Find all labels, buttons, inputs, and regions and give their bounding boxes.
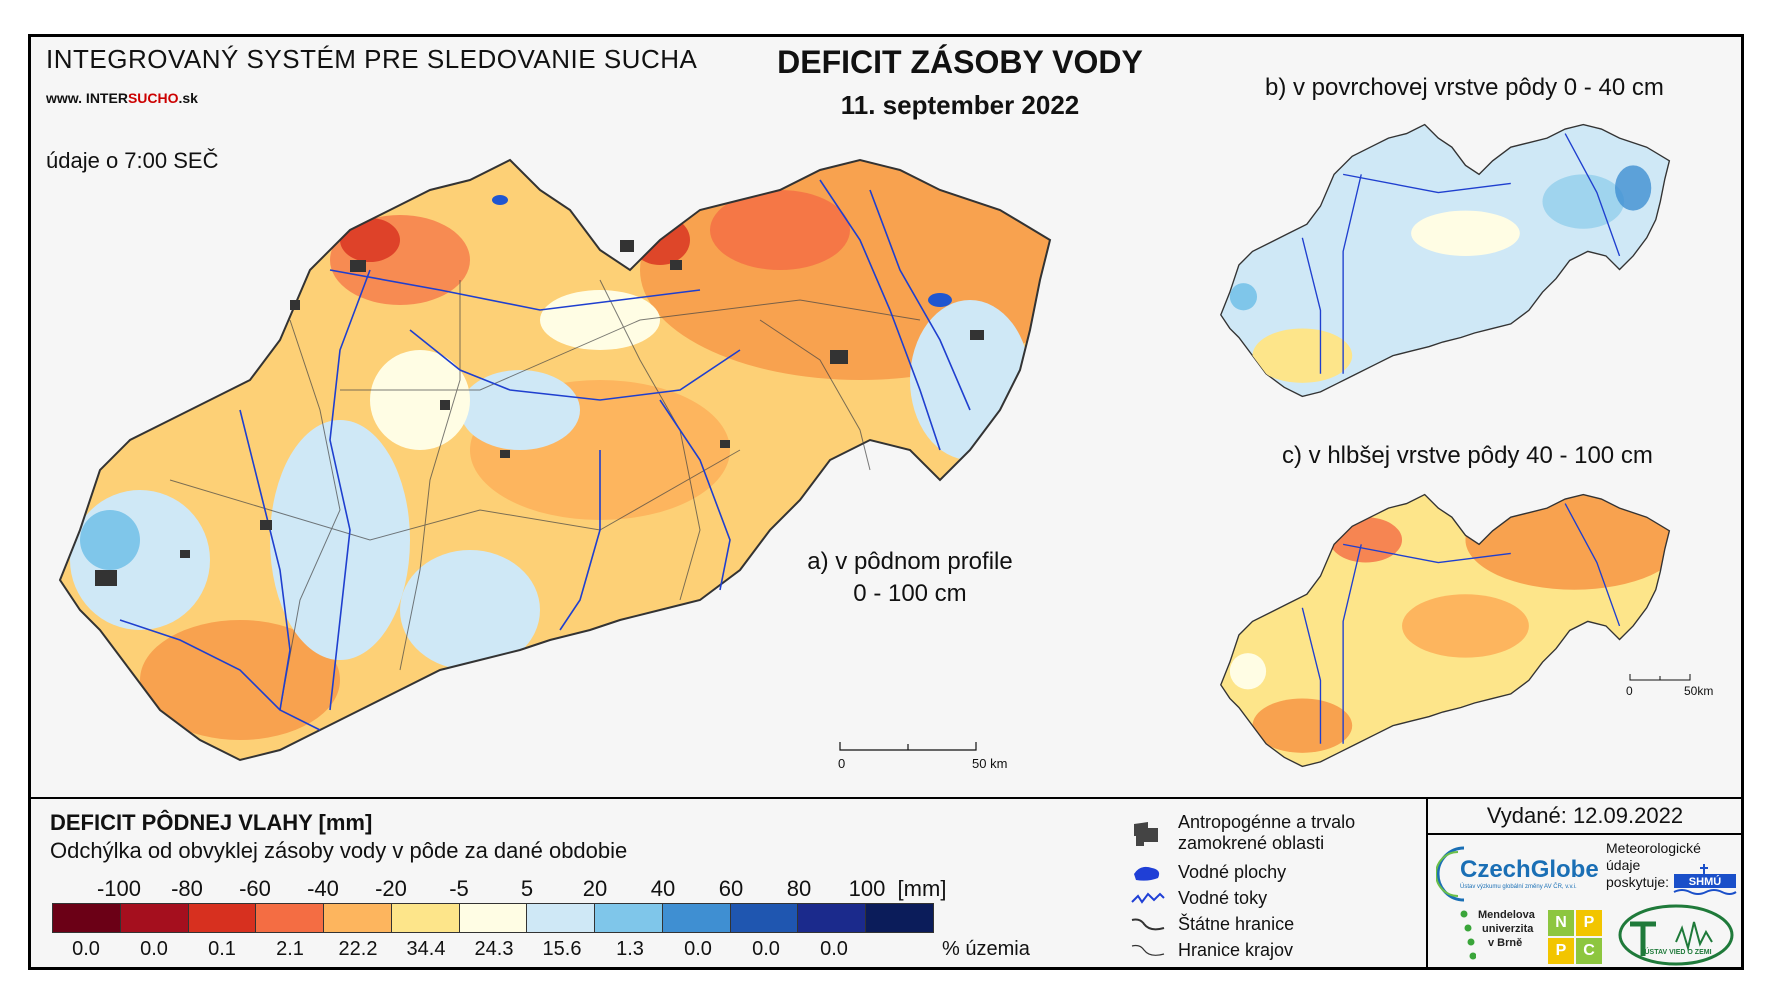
area-percent: 15.6 — [542, 938, 582, 960]
issued-date: Vydané: 12.09.2022 — [1486, 803, 1684, 828]
czechglobe-logo: CzechGlobe Ústav výzkumu globální změny … — [1435, 842, 1606, 909]
map-b-surface-layer — [1220, 123, 1671, 398]
area-percent: 0.0 — [72, 938, 100, 960]
river-icon — [1131, 892, 1165, 904]
legend-region-border: Hranice krajov — [1130, 938, 1293, 962]
svg-text:ÚSTAV VIED O ZEMI: ÚSTAV VIED O ZEMI — [1644, 947, 1711, 956]
class-label: 80 — [786, 876, 812, 901]
mendel-university-logo: Mendelova univerzita v Brně — [1458, 908, 1535, 967]
area-percent: 22.2 — [338, 938, 378, 960]
map-a-soil-profile — [58, 158, 1052, 762]
website-link[interactable]: www. INTERSUCHO.sk — [46, 90, 198, 106]
footer-divider-horizontal — [1426, 833, 1744, 835]
color-class — [595, 904, 663, 932]
legend-river: Vodné toky — [1130, 886, 1267, 910]
color-class — [866, 904, 933, 932]
area-percent: 0.0 — [752, 938, 780, 960]
area-percent: 0.0 — [820, 938, 848, 960]
earth-science-institute-logo: ÚSTAV VIED O ZEMI — [1616, 902, 1736, 973]
color-class — [256, 904, 325, 932]
color-class — [391, 904, 460, 932]
color-class — [798, 904, 867, 932]
class-label: 60 — [718, 876, 744, 901]
legend-divider — [28, 797, 1744, 799]
map-c-deep-layer — [1220, 493, 1671, 768]
water-body-icon — [1134, 866, 1160, 881]
color-class — [527, 904, 596, 932]
color-class — [120, 904, 189, 932]
colorbar-class-labels: -100 -80 -60 -40 -20 -5 5 20 40 60 80 10… — [52, 876, 952, 902]
class-label: 100 — [848, 876, 886, 901]
scale-main-zero: 0 — [838, 756, 846, 771]
color-class — [188, 904, 257, 932]
color-class — [459, 904, 528, 932]
scale-small-end: 50km — [1684, 684, 1714, 698]
colorbar — [52, 903, 934, 933]
region-border-icon — [1131, 944, 1165, 956]
footer-divider-vertical — [1426, 797, 1428, 970]
map-a-label: a) v pôdnom profile 0 - 100 cm — [807, 548, 1013, 607]
area-percent: 24.3 — [474, 938, 514, 960]
meteo-provider-note: Meteorologické údaje poskytuje: — [1606, 840, 1701, 890]
class-label: -20 — [375, 876, 407, 901]
area-percent: 0.0 — [684, 938, 712, 960]
class-label: -40 — [307, 876, 339, 901]
scale-bar-main — [839, 742, 977, 751]
map-date: 11. september 2022 — [840, 90, 1080, 120]
shmu-logo: SHMÚ — [1672, 862, 1738, 903]
nppc-logo: N P P C — [1548, 910, 1602, 964]
map-c-label: c) v hlbšej vrstve pôdy 40 - 100 cm — [1282, 442, 1653, 469]
class-label: 20 — [582, 876, 608, 901]
legend-title: DEFICIT PÔDNEJ VLAHY [mm] — [50, 810, 373, 835]
scale-main-end: 50 km — [972, 756, 1008, 771]
percentage-row: 0.0 0.0 0.1 2.1 22.2 34.4 24.3 15.6 1.3 … — [52, 938, 942, 964]
legend-water-body: Vodné plochy — [1130, 860, 1286, 884]
area-percent: 1.3 — [616, 938, 644, 960]
legend-state-border: Štátne hranice — [1130, 912, 1294, 936]
class-label: 40 — [650, 876, 676, 901]
area-percent: 0.1 — [208, 938, 236, 960]
main-title: DEFICIT ZÁSOBY VODY — [777, 44, 1143, 80]
urban-area-icon — [1134, 822, 1158, 846]
area-percent: 34.4 — [406, 938, 446, 960]
class-label: -5 — [449, 876, 469, 901]
class-label: -60 — [239, 876, 271, 901]
system-title: INTEGROVANÝ SYSTÉM PRE SLEDOVANIE SUCHA — [46, 44, 698, 74]
scale-small-zero: 0 — [1626, 684, 1633, 698]
data-time-note: údaje o 7:00 SEČ — [46, 148, 219, 173]
legend-subtitle: Odchýlka od obvyklej zásoby vody v pôde … — [50, 838, 628, 863]
percent-unit: % územia — [942, 938, 1030, 960]
state-border-icon — [1131, 918, 1165, 931]
color-class — [662, 904, 731, 932]
colorbar-unit: [mm] — [897, 876, 947, 901]
svg-text:SHMÚ: SHMÚ — [1689, 875, 1721, 888]
map-b-label: b) v povrchovej vrstve pôdy 0 - 40 cm — [1265, 74, 1664, 101]
area-percent: 2.1 — [276, 938, 304, 960]
class-label: -100 — [96, 876, 142, 901]
legend-urban-area: Antropogénne a trvalo zamokrené oblasti — [1130, 812, 1355, 854]
class-label: -80 — [171, 876, 203, 901]
color-class — [53, 904, 121, 932]
color-class — [324, 904, 392, 932]
area-percent: 0.0 — [140, 938, 168, 960]
color-class — [730, 904, 799, 932]
scale-bar-small — [1629, 674, 1691, 681]
class-label: 5 — [520, 876, 534, 901]
